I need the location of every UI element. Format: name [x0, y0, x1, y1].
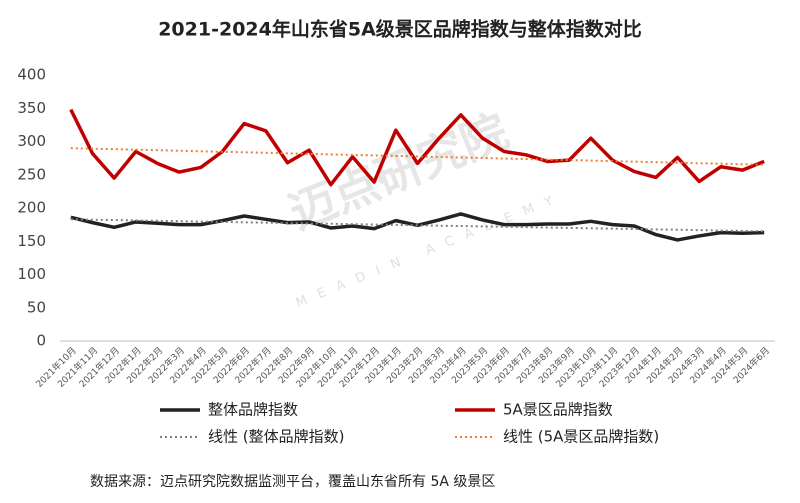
series-line: [70, 218, 765, 233]
chart-title: 2021-2024年山东省5A级景区品牌指数与整体指数对比: [158, 18, 642, 41]
y-tick-label: 250: [17, 165, 46, 183]
y-tick-label: 400: [17, 66, 46, 84]
y-tick-label: 150: [17, 232, 46, 250]
y-tick-label: 300: [17, 132, 46, 150]
legend-label: 5A景区品牌指数: [503, 401, 613, 419]
source-note: 数据来源：迈点研究院数据监测平台，覆盖山东省所有 5A 级景区: [90, 474, 495, 490]
y-tick-label: 100: [17, 265, 46, 283]
legend-label: 线性 (5A景区品牌指数): [503, 428, 659, 446]
y-tick-label: 350: [17, 99, 46, 117]
series-line: [70, 212, 765, 242]
y-tick-label: 200: [17, 199, 46, 217]
y-tick-label: 0: [36, 332, 46, 350]
y-tick-label: 50: [27, 298, 46, 316]
series-line: [70, 147, 765, 166]
series-line: [69, 108, 765, 187]
legend-label: 线性 (整体品牌指数): [208, 428, 344, 446]
legend-label: 整体品牌指数: [208, 401, 298, 419]
